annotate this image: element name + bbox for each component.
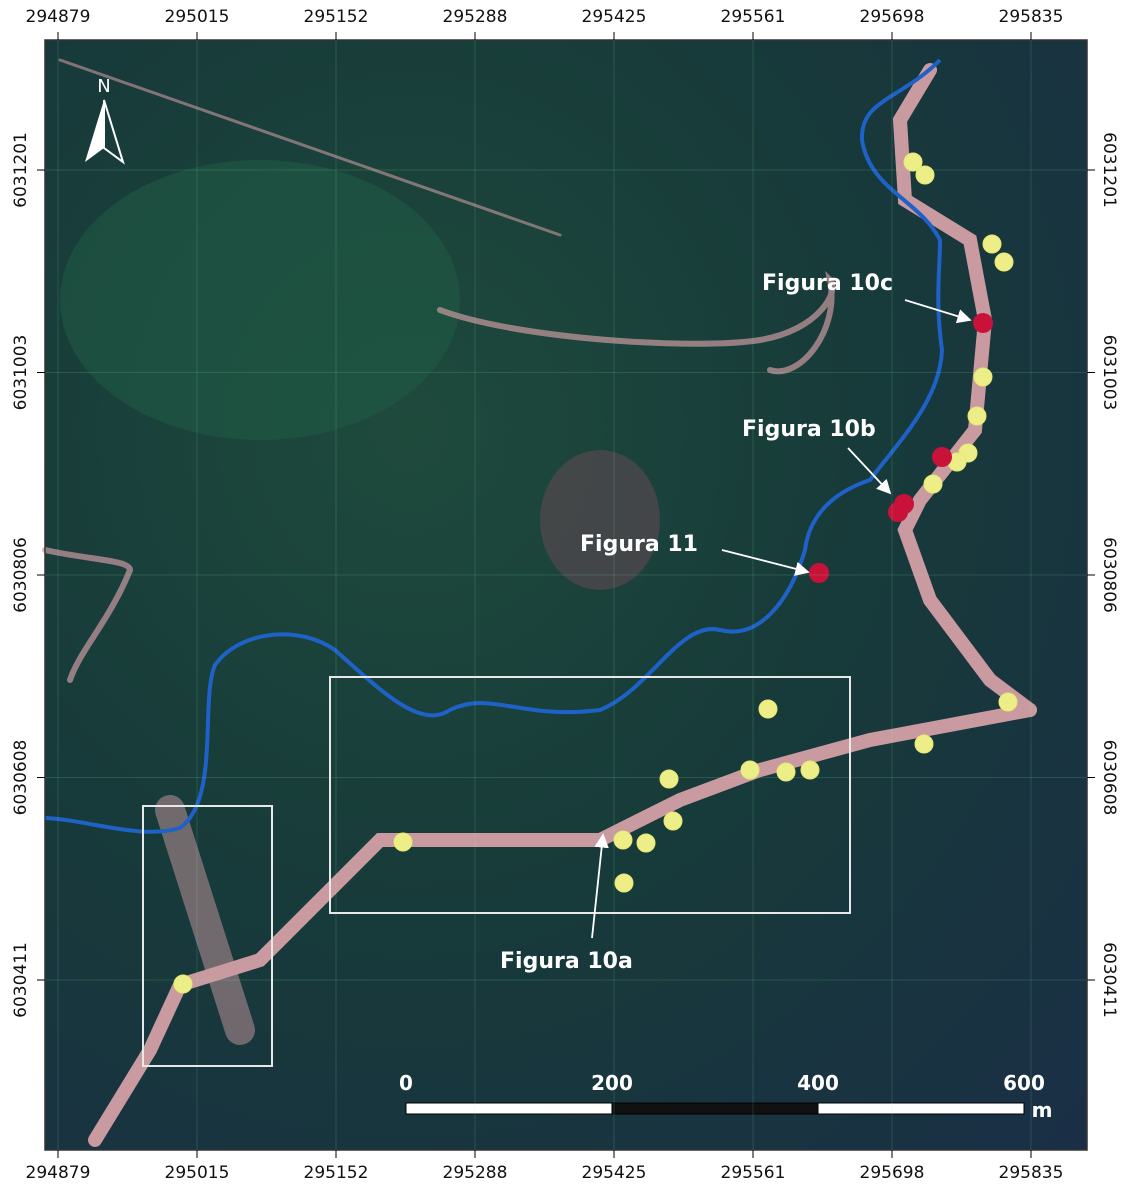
scale-label: 400: [797, 1071, 839, 1095]
x-tick-label: 295152: [304, 1163, 369, 1183]
y-tick-label: 6030411: [1099, 942, 1119, 1018]
x-tick-label: 295561: [721, 7, 786, 27]
y-tick-label: 6030411: [11, 942, 31, 1018]
page: Figura 10c Figura 10b Figura 11 Figura 1…: [0, 0, 1130, 1190]
scale-label: 0: [399, 1071, 413, 1095]
y-tick-label: 6031003: [1099, 335, 1119, 411]
annotation: Figura 10a: [500, 949, 633, 974]
scale-label: 200: [591, 1071, 633, 1095]
x-tick-label: 295015: [165, 1163, 230, 1183]
x-tick-label: 295015: [165, 7, 230, 27]
x-tick-label: 295152: [304, 7, 369, 27]
scale-label: 600: [1003, 1071, 1045, 1095]
y-tick-label: 6030608: [1099, 740, 1119, 816]
north-label: N: [97, 76, 110, 97]
y-tick-label: 6030608: [11, 740, 31, 816]
y-tick-label: 6030806: [1099, 537, 1119, 613]
annotation: Figura 10c: [762, 271, 893, 296]
x-tick-label: 295288: [443, 1163, 508, 1183]
y-tick-label: 6031201: [1099, 132, 1119, 208]
y-tick-label: 6031003: [11, 335, 31, 411]
annotation: Figura 10b: [742, 417, 876, 442]
x-tick-label: 295698: [860, 1163, 925, 1183]
x-tick-label: 295835: [999, 1163, 1064, 1183]
x-tick-label: 295698: [860, 7, 925, 27]
x-tick-label: 295288: [443, 7, 508, 27]
y-tick-label: 6031201: [11, 132, 31, 208]
x-tick-label: 295425: [582, 1163, 647, 1183]
y-tick-label: 6030806: [11, 537, 31, 613]
x-tick-label: 294879: [26, 7, 91, 27]
scale-unit: m: [1032, 1098, 1053, 1122]
x-tick-label: 295425: [582, 7, 647, 27]
x-tick-label: 294879: [26, 1163, 91, 1183]
forest-patch: [60, 160, 460, 440]
clearing: [540, 450, 660, 590]
map: Figura 10c Figura 10b Figura 11 Figura 1…: [0, 0, 1130, 1190]
annotation: Figura 11: [580, 532, 698, 557]
x-tick-label: 295561: [721, 1163, 786, 1183]
x-tick-label: 295835: [999, 7, 1064, 27]
